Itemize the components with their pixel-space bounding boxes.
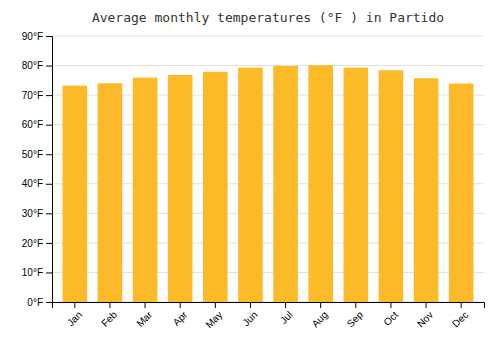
x-tick: Apr: [171, 302, 190, 328]
tick-label: 50°F: [22, 149, 43, 160]
tick-label: Jul: [278, 309, 295, 326]
y-tick: 40°F: [22, 178, 52, 189]
chart-container: 0°F 10°F 20°F 30°F 40°F 50°F 60°F 70°F 80°F 90°F J…: [0, 0, 500, 350]
y-tick: 80°F: [22, 60, 52, 71]
tick-mark: [46, 125, 52, 126]
tick-label: Sep: [345, 309, 366, 330]
tick-label: 10°F: [22, 267, 43, 278]
axis-line: [53, 303, 485, 309]
x-tick: Dec: [450, 302, 470, 329]
tick-mark: [46, 302, 52, 303]
tick-mark: [355, 302, 356, 308]
y-tick: 90°F: [22, 31, 52, 42]
tick-label: Apr: [171, 309, 190, 328]
bar: [133, 78, 158, 302]
tick-label: 80°F: [22, 60, 43, 71]
tick-mark: [46, 272, 52, 273]
grid-line: [52, 65, 484, 66]
tick-mark: [46, 66, 52, 67]
y-tick: 60°F: [22, 119, 52, 130]
x-tick: Oct: [381, 302, 400, 328]
tick-mark: [250, 302, 251, 308]
tick-label: 0°F: [27, 297, 43, 308]
bar: [168, 75, 193, 302]
tick-label: Jan: [65, 309, 84, 328]
tick-mark: [390, 302, 391, 308]
x-tick: Feb: [99, 302, 119, 329]
tick-mark: [46, 154, 52, 155]
tick-mark: [461, 302, 462, 308]
tick-label: 90°F: [22, 31, 43, 42]
x-axis: Jan Feb Mar Apr May Jun Jul Aug Sep Oct Nov Dec: [53, 302, 485, 330]
bar: [98, 83, 123, 302]
bar: [344, 68, 369, 302]
tick-mark: [320, 302, 321, 308]
chart-svg: 0°F 10°F 20°F 30°F 40°F 50°F 60°F 70°F 80°F 90°F J…: [0, 0, 500, 350]
tick-label: 70°F: [22, 90, 43, 101]
tick-label: Mar: [134, 309, 154, 329]
tick-mark: [46, 95, 52, 96]
tick-label: Nov: [415, 309, 435, 329]
x-tick: Jun: [240, 302, 259, 328]
y-tick: 70°F: [22, 90, 52, 101]
tick-mark: [285, 302, 286, 308]
x-tick: Mar: [134, 302, 154, 329]
y-tick: 50°F: [22, 149, 52, 160]
x-tick: Nov: [415, 302, 435, 329]
axis-line: [46, 37, 53, 303]
bar: [379, 70, 404, 302]
x-tick: Sep: [345, 302, 366, 329]
x-tick: Jul: [278, 302, 295, 326]
plot-area: 0°F 10°F 20°F 30°F 40°F 50°F 60°F 70°F 80°F 90°F J…: [22, 31, 485, 331]
bar: [63, 86, 88, 302]
tick-mark: [426, 302, 427, 308]
tick-mark: [180, 302, 181, 308]
tick-label: 20°F: [22, 238, 43, 249]
y-tick: 30°F: [22, 208, 52, 219]
tick-label: Aug: [310, 309, 330, 329]
tick-mark: [109, 302, 110, 308]
tick-mark: [46, 184, 52, 185]
bar: [203, 72, 228, 302]
grid-line: [52, 36, 484, 37]
tick-label: Oct: [381, 309, 400, 328]
tick-mark: [46, 213, 52, 214]
bar: [414, 78, 439, 302]
grid: [52, 36, 484, 302]
bar: [273, 66, 298, 302]
x-tick: Jan: [65, 302, 84, 328]
y-tick: 10°F: [22, 267, 52, 278]
x-tick: May: [203, 302, 224, 330]
tick-mark: [145, 302, 146, 308]
tick-mark: [74, 302, 75, 308]
tick-label: Feb: [99, 309, 119, 329]
tick-mark: [215, 302, 216, 308]
tick-label: May: [203, 309, 224, 330]
bar: [449, 84, 474, 302]
tick-label: 30°F: [22, 208, 43, 219]
tick-mark: [46, 243, 52, 244]
tick-label: Jun: [240, 309, 259, 328]
tick-label: 60°F: [22, 119, 43, 130]
y-axis: 0°F 10°F 20°F 30°F 40°F 50°F 60°F 70°F 80°F 90°F: [22, 31, 53, 308]
bar: [308, 65, 333, 302]
x-tick: Aug: [310, 302, 330, 329]
tick-mark: [46, 36, 52, 37]
tick-label: Dec: [450, 309, 470, 329]
tick-label: 40°F: [22, 178, 43, 189]
title: Average monthly temperatures (°F ) in Pa…: [92, 10, 444, 25]
bars: [63, 65, 474, 302]
y-tick: 0°F: [27, 297, 52, 308]
y-tick: 20°F: [22, 238, 52, 249]
bar: [238, 68, 263, 302]
